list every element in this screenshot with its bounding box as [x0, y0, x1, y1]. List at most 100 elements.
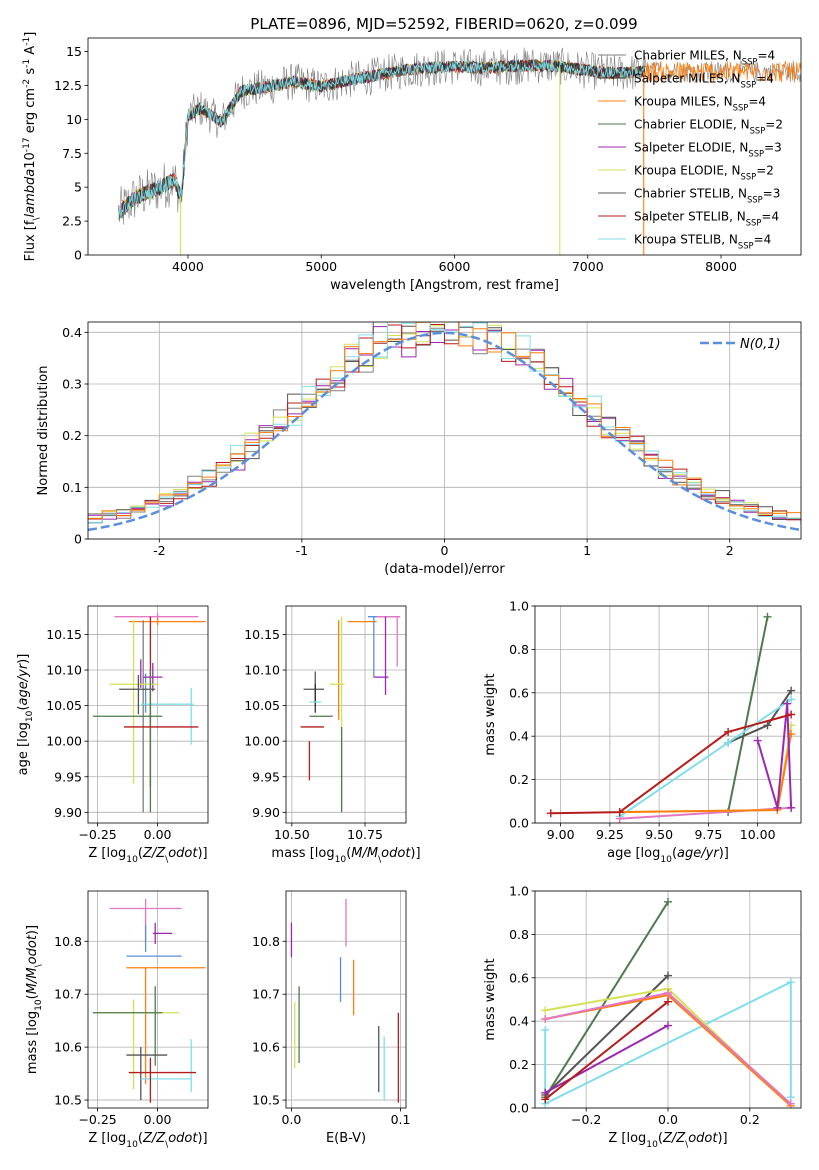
massweight-vs-z-panel-series-7 [544, 1000, 669, 1101]
spectrum-panel-ytick-label: 2.5 [62, 214, 82, 229]
mass-vs-ebv-panel-ytick-label: 10.6 [252, 1040, 280, 1055]
spectrum-panel-ytick-label: 7.5 [62, 146, 82, 161]
residuals-legend-label: N(0,1) [740, 337, 781, 352]
age-vs-mass-panel-ytick-label: 10.15 [244, 627, 280, 642]
massweight-vs-z-panel-frame [534, 890, 802, 1109]
spectrum-legend-label-0: Chabrier MILES, NSSP=4 [634, 49, 775, 67]
massweight-vs-z-panel-series-0 [544, 980, 792, 1106]
massweight-vs-z-panel-ytick-label: 1.0 [509, 884, 529, 899]
massweight-vs-age-panel-marker-0-1 [763, 612, 772, 621]
mass-vs-ebv-panel-ytick-label: 10.7 [252, 987, 280, 1002]
massweight-vs-age-panel-xtick-label: 9.75 [694, 827, 722, 842]
figure-title: PLATE=0896, MJD=52592, FIBERID=0620, z=0… [250, 15, 637, 33]
residuals-panel-ytick-label: 0.4 [62, 325, 82, 340]
spectrum-legend-label-7: Salpeter STELIB, NSSP=4 [634, 210, 779, 228]
age-vs-z-panel-ytick-label: 9.95 [54, 769, 82, 784]
massweight-vs-age-panel-ytick-label: 0.6 [509, 685, 529, 700]
residuals-panel-xtick-label: 1 [583, 543, 591, 558]
spectrum-panel-ytick-label: 10 [66, 112, 82, 127]
residuals-panel-xtick-label: -2 [153, 543, 165, 558]
mass-vs-z-panel-ytick-label: 10.6 [54, 1040, 82, 1055]
spectrum-panel-xtick-label: 7000 [572, 259, 604, 274]
massweight-vs-age-panel-frame [534, 605, 802, 824]
massweight-vs-z-panel-marker-0-2 [786, 978, 795, 987]
massweight-vs-age-panel-xtick-label: 10.00 [740, 827, 776, 842]
mass-vs-ebv-panel-xtick-label: 0.1 [391, 1112, 411, 1127]
spectrum-panel-ytick-label: 15 [66, 44, 82, 59]
age-vs-mass-panel-ytick-label: 10.00 [244, 734, 280, 749]
massweight-vs-age-panel-marker-7-2 [724, 727, 733, 736]
mass-vs-ebv-panel-frame [285, 890, 407, 1109]
residuals-panel-ytick-label: 0 [74, 532, 82, 547]
mass-vs-z-panel-plot-area [92, 898, 206, 1103]
massweight-vs-age-panel-marker-2-1 [724, 738, 733, 747]
massweight-vs-age-panel-marker-6-1 [773, 803, 782, 812]
massweight-vs-age-panel-marker-7-0 [546, 809, 555, 818]
massweight-vs-age-panel-xlabel: age [log10(age/yr)] [607, 846, 729, 865]
spectrum-panel-ylabel: Flux [f\lambda10-17 erg cm-2 s-1 A-1] [22, 32, 42, 262]
massweight-vs-z-panel-ytick-label: 0.0 [509, 1101, 529, 1116]
residuals-panel-ytick-label: 0.1 [62, 480, 82, 495]
mass-vs-z-panel-frame [87, 890, 209, 1109]
massweight-vs-z-panel: −0.2 0.0 0.2 0.0 0.2 0.4 0.6 0.8 1.0 Z [log10(Z/Z… [483, 884, 802, 1150]
residuals-panel-ytick-label: 0.2 [62, 428, 82, 443]
mass-vs-z-panel-ytick-label: 10.7 [54, 987, 82, 1002]
massweight-vs-age-panel-marker-7-1 [615, 808, 624, 817]
residuals-panel-ytick-label: 0.3 [62, 377, 82, 392]
residuals-panel: -2 -1 0 1 2 0 0.1 0.2 0.3 0.4 (data-model)/error No… [36, 321, 802, 577]
age-vs-mass-panel-xtick-label: 10.50 [274, 827, 310, 842]
age-vs-mass-panel-ytick-label: 10.05 [244, 698, 280, 713]
spectrum-legend-label-3: Chabrier ELODIE, NSSP=2 [634, 118, 783, 136]
age-vs-z-panel-ytick-label: 9.90 [54, 805, 82, 820]
massweight-vs-z-panel-ytick-label: 0.6 [509, 970, 529, 985]
spectrum-panel-xtick-label: 6000 [439, 259, 471, 274]
spectrum-legend: Chabrier MILES, NSSP=4 Salpeter MILES, NS… [598, 49, 783, 251]
age-vs-z-panel-ylabel: age [log10(age/yr)] [16, 654, 35, 776]
spectrum-panel-plot-area [118, 47, 801, 255]
massweight-vs-age-panel-marker-1-1 [763, 721, 772, 730]
massweight-vs-z-panel-marker-2-1 [664, 971, 672, 980]
age-vs-mass-panel-ytick-label: 10.10 [244, 663, 280, 678]
age-vs-z-panel-xtick-label: −0.25 [78, 827, 116, 842]
mass-vs-ebv-panel-xtick-label: 0.0 [282, 1112, 302, 1127]
massweight-vs-z-panel-marker-0-0 [541, 1025, 550, 1034]
spectrum-panel-ytick-label: 0 [74, 248, 82, 263]
age-vs-mass-panel-frame [285, 605, 407, 824]
massweight-vs-z-panel-ytick-label: 0.8 [509, 927, 529, 942]
massweight-vs-age-panel-ytick-label: 1.0 [509, 599, 529, 614]
spectrum-panel-ytick-label: 12.5 [54, 78, 82, 93]
spectrum-panel-ytick-label: 5 [74, 180, 82, 195]
spectrum-panel: 4000 5000 6000 7000 8000 0 2.5 5 7.5 10 12.5 15 wave… [22, 32, 802, 293]
mass-vs-z-panel-ylabel: mass [log10(M/M\odot)] [25, 925, 44, 1074]
massweight-vs-age-panel-xtick-label: 9.25 [596, 827, 624, 842]
mass-vs-z-panel-xlabel: Z [log10(Z/Z\odot)] [88, 1131, 207, 1150]
age-vs-mass-panel-plot-area [300, 616, 401, 813]
massweight-vs-z-panel-xlabel: Z [log10(Z/Z\odot)] [608, 1131, 727, 1150]
massweight-vs-z-panel-marker-3-0 [541, 1006, 550, 1015]
age-vs-z-panel-ytick-label: 10.15 [46, 627, 82, 642]
massweight-vs-age-panel-marker-6-0 [753, 736, 762, 745]
residuals-panel-frame [87, 321, 802, 540]
massweight-vs-z-panel-series-5 [544, 1024, 669, 1094]
massweight-vs-age-panel-ytick-label: 0.0 [509, 816, 529, 831]
massweight-vs-age-panel-ylabel: mass weight [483, 673, 498, 755]
mass-vs-ebv-panel-ytick-label: 10.5 [252, 1093, 280, 1108]
massweight-vs-age-panel-xtick-label: 9.50 [645, 827, 673, 842]
massweight-vs-age-panel-series-7 [550, 713, 792, 815]
spectrum-legend-label-8: Kroupa STELIB, NSSP=4 [634, 233, 771, 251]
spectrum-panel-xlabel: wavelength [Angstrom, rest frame] [330, 278, 559, 293]
massweight-vs-z-panel-marker-7-0 [541, 1095, 550, 1104]
massweight-vs-age-panel-ytick-label: 0.4 [509, 729, 529, 744]
massweight-vs-age-panel-marker-6-2 [783, 699, 792, 708]
massweight-vs-z-panel-ytick-label: 0.2 [509, 1057, 529, 1072]
massweight-vs-age-panel-ytick-label: 0.2 [509, 772, 529, 787]
spectrum-panel-xtick-label: 5000 [305, 259, 337, 274]
mass-vs-z-panel: −0.25 0.00 10.5 10.6 10.7 10.8 Z [log10(Z/Z\od… [25, 890, 209, 1150]
age-vs-z-panel-ytick-label: 10.10 [46, 663, 82, 678]
age-vs-z-panel-ytick-label: 10.00 [46, 734, 82, 749]
massweight-vs-z-panel-marker-7-1 [664, 997, 672, 1006]
mass-vs-ebv-panel-ytick-label: 10.8 [252, 934, 280, 949]
age-vs-mass-panel-ytick-label: 9.95 [252, 769, 280, 784]
residuals-panel-ylabel: Normed distribution [36, 366, 51, 496]
